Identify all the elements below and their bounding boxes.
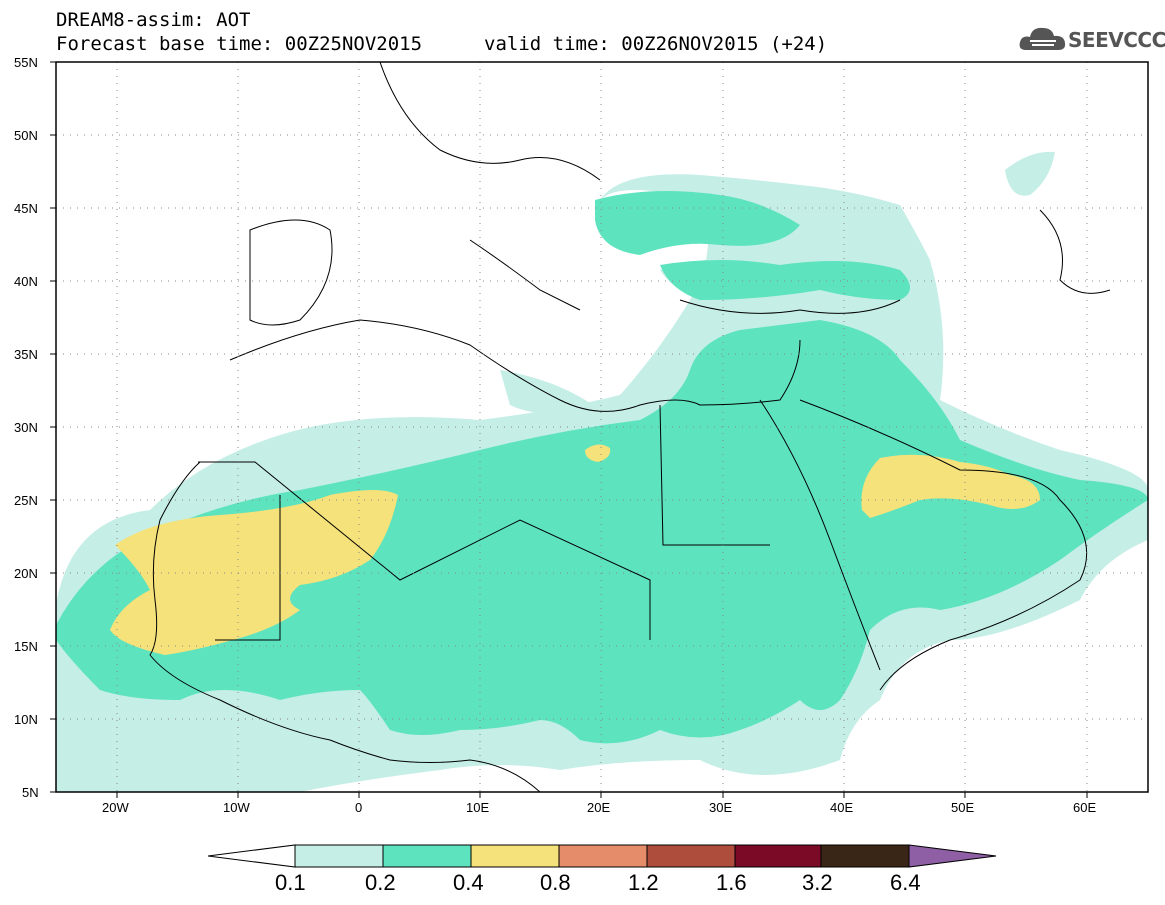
colorbar-swatch-0.8 [558,844,648,868]
coastline-caspian [1039,209,1111,294]
lon-label-0: 0 [355,800,363,815]
aot-contour-0.2 [56,320,1148,744]
coastline-north [379,62,601,181]
lon-label-20w: 20W [102,800,129,815]
colorbar-label-0.4: 0.4 [453,870,484,895]
lat-label-15n: 15N [14,639,38,654]
colorbar-swatch-1.2 [646,844,736,868]
lat-label-30n: 30N [14,420,38,435]
colorbar-swatch-0.2 [382,844,472,868]
colorbar-label-6.4: 6.4 [890,870,921,895]
graticule [56,62,1148,792]
lon-label-60e: 60E [1073,800,1097,815]
lat-label-35n: 35N [14,347,38,362]
coastline-europe [249,219,333,326]
colorbar-label-3.2: 3.2 [802,870,833,895]
colorbar-label-0.1: 0.1 [275,870,306,895]
lat-label-5n: 5N [22,785,39,800]
aot-contour-0.4-west [110,490,398,655]
colorbar-swatch-0.1 [294,844,384,868]
lon-label-30e: 30E [709,800,733,815]
border-egypt [659,404,770,546]
aot-contour-0.1-north [1005,151,1055,196]
lon-label-10e: 10E [466,800,490,815]
colorbar-over-arrow [908,844,997,868]
lat-label-25n: 25N [14,493,38,508]
colorbar-label-1.2: 1.2 [628,870,659,895]
border-sahara [198,461,651,640]
aot-contour-0.2-blacksea [595,191,800,255]
lat-label-10n: 10N [14,712,38,727]
lat-label-55n: 55N [14,55,38,70]
seevccc-logo: SEEVCCC [1018,22,1165,62]
border-mali [215,495,281,641]
axis-ticks [50,61,1088,798]
aot-contour-0.4-arabia [861,454,1040,518]
lon-label-40e: 40E [830,800,854,815]
colorbar-label-0.2: 0.2 [365,870,396,895]
coastline-africa [149,461,541,792]
lon-label-50e: 50E [951,800,975,815]
coastline-redsea [759,399,881,671]
forecast-base-time: Forecast base time: 00Z25NOV2015 [56,33,423,55]
lat-label-40n: 40N [14,274,38,289]
colorbar-label-1.6: 1.6 [716,870,747,895]
lon-label-10w: 10W [223,800,250,815]
colorbar-swatch-0.4 [470,844,560,868]
colorbar-swatch-1.6 [734,844,822,868]
lon-label-20e: 20E [587,800,611,815]
logo-text: SEEVCCC [1068,28,1165,52]
coastline-med [229,319,801,412]
colorbar-label-0.8: 0.8 [540,870,571,895]
map-title: DREAM8-assim: AOT [56,9,251,31]
lat-label-45n: 45N [14,201,38,216]
cloud-icon [1019,27,1066,50]
colorbar-under-arrow [207,844,296,868]
aot-contour-0.2-turkey [660,260,910,300]
coastline-arabia [799,399,1088,691]
lat-label-20n: 20N [14,566,38,581]
lat-label-50n: 50N [14,128,38,143]
valid-time: valid time: 00Z26NOV2015 (+24) [484,33,828,55]
coastline-italy [469,239,581,311]
colorbar-swatch-3.2 [820,844,910,868]
coastline-turkey [679,299,901,314]
aot-contour-0.4-libya [585,444,611,462]
